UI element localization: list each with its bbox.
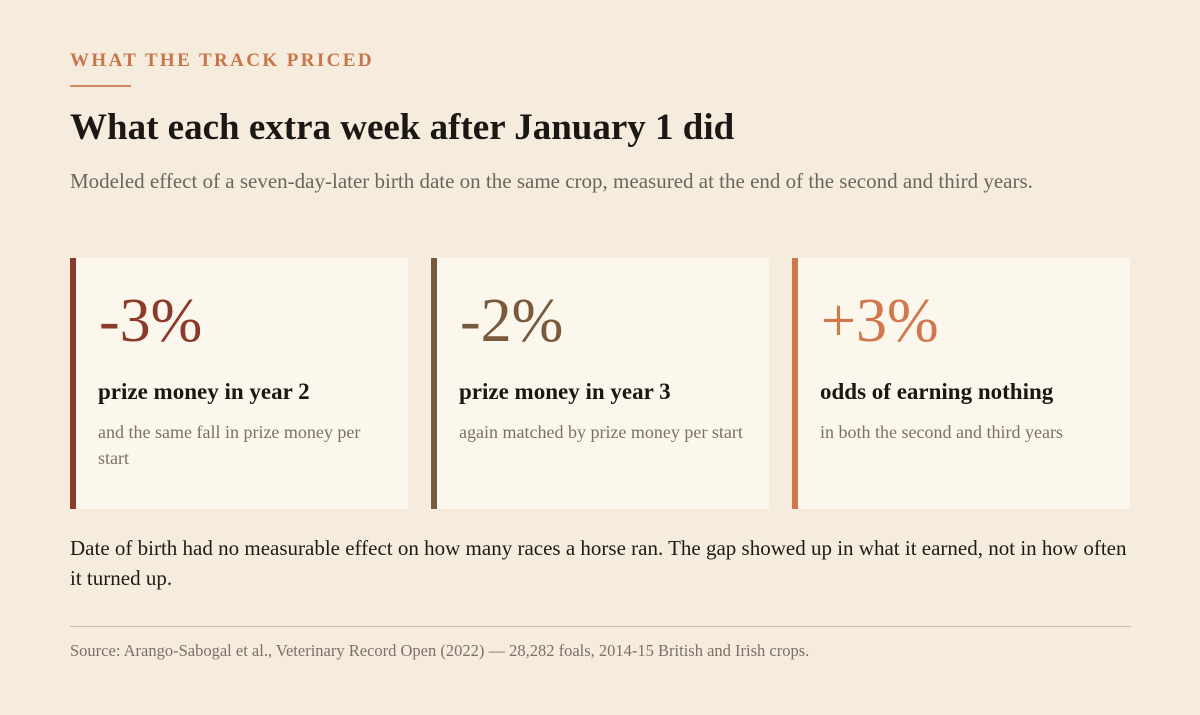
page-subtitle: Modeled effect of a seven-day-later birt… — [70, 169, 1033, 193]
stat-note: and the same fall in prize money per sta… — [98, 422, 361, 468]
stat-note: in both the second and third years — [820, 422, 1063, 442]
stat-label: prize money in year 2 — [98, 379, 310, 404]
page-title: What each extra week after January 1 did — [70, 107, 735, 148]
stat-value: -2% — [460, 287, 564, 355]
divider — [70, 626, 1131, 627]
stat-cards: -3% prize money in year 2 and the same f… — [70, 258, 1131, 509]
stat-card-year-3: -2% prize money in year 3 again matched … — [431, 258, 769, 509]
stat-value: -3% — [99, 287, 203, 355]
stat-card-year-2: -3% prize money in year 2 and the same f… — [70, 258, 408, 509]
stat-label: prize money in year 3 — [459, 379, 671, 404]
body-text: Date of birth had no measurable effect o… — [70, 536, 1127, 590]
stat-value: +3% — [821, 287, 939, 355]
stat-note: again matched by prize money per start — [459, 422, 743, 442]
kicker: WHAT THE TRACK PRICED — [70, 50, 374, 71]
stat-label: odds of earning nothing — [820, 379, 1054, 404]
kicker-rule — [70, 85, 131, 87]
source-note: Source: Arango-Sabogal et al., Veterinar… — [70, 641, 810, 660]
stat-card-earning-nothing: +3% odds of earning nothing in both the … — [792, 258, 1130, 509]
